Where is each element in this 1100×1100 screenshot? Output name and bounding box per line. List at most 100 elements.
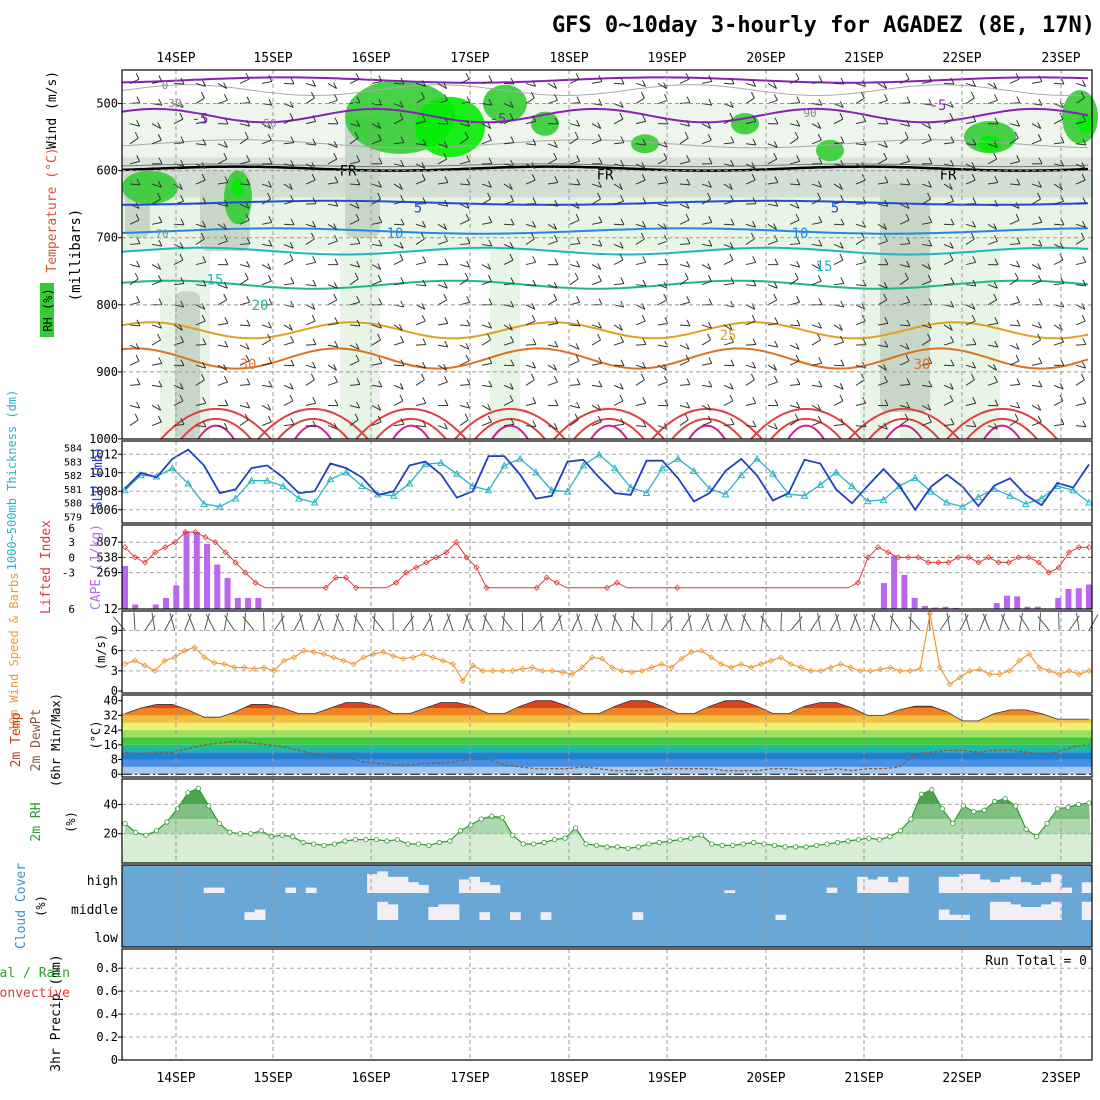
- wind-barb: [503, 82, 515, 85]
- wind-barb-flag: [773, 82, 778, 89]
- wind-barb: [393, 341, 404, 346]
- wind-barb-flag: [1082, 361, 1087, 369]
- wind10-barb: [705, 613, 712, 631]
- temp-contour-25: [121, 321, 1089, 340]
- wind-barb: [525, 163, 536, 169]
- rh-point: [216, 820, 222, 827]
- wind-barb-flag: [817, 263, 822, 270]
- wind-barb-flag: [202, 138, 207, 146]
- warm-dome: [750, 408, 862, 440]
- wind-barb: [679, 160, 690, 165]
- wind-barb-flag: [840, 335, 845, 343]
- temp-tick: 24: [104, 723, 118, 737]
- wind-barb-flag: [554, 340, 559, 348]
- cape-tick: 269: [96, 566, 118, 580]
- wind-barb-flag: [684, 131, 689, 139]
- wind-barb: [811, 123, 821, 129]
- wind-barb: [921, 183, 932, 188]
- wind-barb-flag: [180, 77, 185, 85]
- wind-barb: [283, 103, 294, 108]
- wind-barb-flag: [620, 359, 625, 366]
- wind10-barb: [372, 612, 376, 631]
- rh-point: [635, 844, 642, 850]
- wind-barb-flag: [686, 296, 691, 303]
- wind-barb-flag: [267, 133, 272, 141]
- wind-barb-flag: [950, 159, 955, 167]
- wind-barb: [1031, 339, 1041, 346]
- wind-barb: [1053, 82, 1065, 85]
- wind-barb: [129, 219, 140, 225]
- wind-barb: [877, 158, 887, 165]
- cloud-bar-high: [1040, 882, 1052, 893]
- wind-barb: [591, 183, 602, 188]
- upper-pressure-title: (millibars): [68, 209, 84, 302]
- wind-barb-flag: [334, 399, 339, 406]
- wind-barb: [921, 221, 932, 225]
- wind-barb: [591, 362, 602, 366]
- wind-barb-flag: [1081, 162, 1086, 169]
- wind-barb-flag: [686, 401, 691, 409]
- wind-barb: [415, 425, 426, 428]
- rh-blob: [731, 112, 759, 135]
- wind-barb: [767, 223, 777, 230]
- wind-barb-flag: [620, 418, 625, 425]
- wind-barb-flag: [730, 418, 735, 425]
- cloud-bar-high: [203, 887, 215, 893]
- wind-barb-flag: [796, 155, 801, 162]
- wind10-point: [757, 661, 765, 668]
- wind-barb-flag: [686, 260, 691, 268]
- wind-barb: [481, 243, 492, 247]
- wind-barb: [767, 203, 778, 207]
- rh-point: [541, 839, 547, 846]
- y-axis-titles: Wind (m/s)Temperature (°C)RH (%)(milliba…: [0, 71, 108, 1072]
- wind-barb-flag: [157, 263, 162, 270]
- wind-barb-flag: [576, 96, 581, 103]
- wind-barb: [283, 259, 294, 266]
- wind-barb-flag: [420, 91, 425, 99]
- wind-barb-flag: [312, 420, 317, 428]
- wind-barb-flag: [752, 115, 757, 122]
- wind-barb-flag: [752, 197, 757, 204]
- lifted-index-point: [172, 539, 179, 546]
- wind10-barb: [558, 612, 563, 631]
- lifted-index-point: [162, 544, 169, 551]
- wind-barb-flag: [333, 223, 338, 230]
- wind-barb-flag: [223, 293, 228, 301]
- wind-barb-flag: [751, 162, 756, 169]
- cloud-bar-high: [367, 874, 378, 893]
- wind-barb-flag: [884, 375, 888, 383]
- wind10-point: [271, 667, 278, 674]
- rh-point: [122, 820, 128, 827]
- wind-barb-flag: [641, 162, 646, 169]
- wind-barb-flag: [246, 178, 251, 186]
- wind-barb: [393, 103, 404, 108]
- wind-barb: [921, 81, 932, 84]
- wind-barb: [811, 264, 821, 270]
- wind-barb: [173, 118, 184, 125]
- rh-point: [352, 836, 359, 843]
- wind-barb: [613, 384, 624, 390]
- wind-barb: [591, 243, 602, 247]
- wind-barb-flag: [950, 136, 955, 143]
- wind-barb-flag: [488, 239, 493, 247]
- wind-barb-flag: [136, 237, 141, 244]
- wind-barb-flag: [774, 117, 779, 125]
- wind-barb: [943, 142, 954, 145]
- date-label-bottom: 23SEP: [1041, 1071, 1080, 1086]
- cloud-bar-middle: [244, 912, 256, 920]
- wind-barb: [129, 78, 140, 84]
- wind-barb-flag: [707, 333, 712, 341]
- rh-point: [510, 832, 516, 838]
- wind-barb: [129, 344, 140, 350]
- warm-dome: [160, 408, 272, 440]
- thickness-point: [958, 502, 967, 510]
- temp-tick: 0: [111, 767, 118, 781]
- wind-barb: [1075, 163, 1086, 169]
- wind-barb-flag: [818, 157, 823, 164]
- temp-contour-label: -5: [490, 111, 507, 127]
- wind-barb-flag: [641, 314, 646, 322]
- wind-barb: [415, 82, 426, 87]
- wind-barb-flag: [817, 192, 822, 200]
- wind-barb: [635, 320, 646, 326]
- wind-barb: [415, 379, 425, 386]
